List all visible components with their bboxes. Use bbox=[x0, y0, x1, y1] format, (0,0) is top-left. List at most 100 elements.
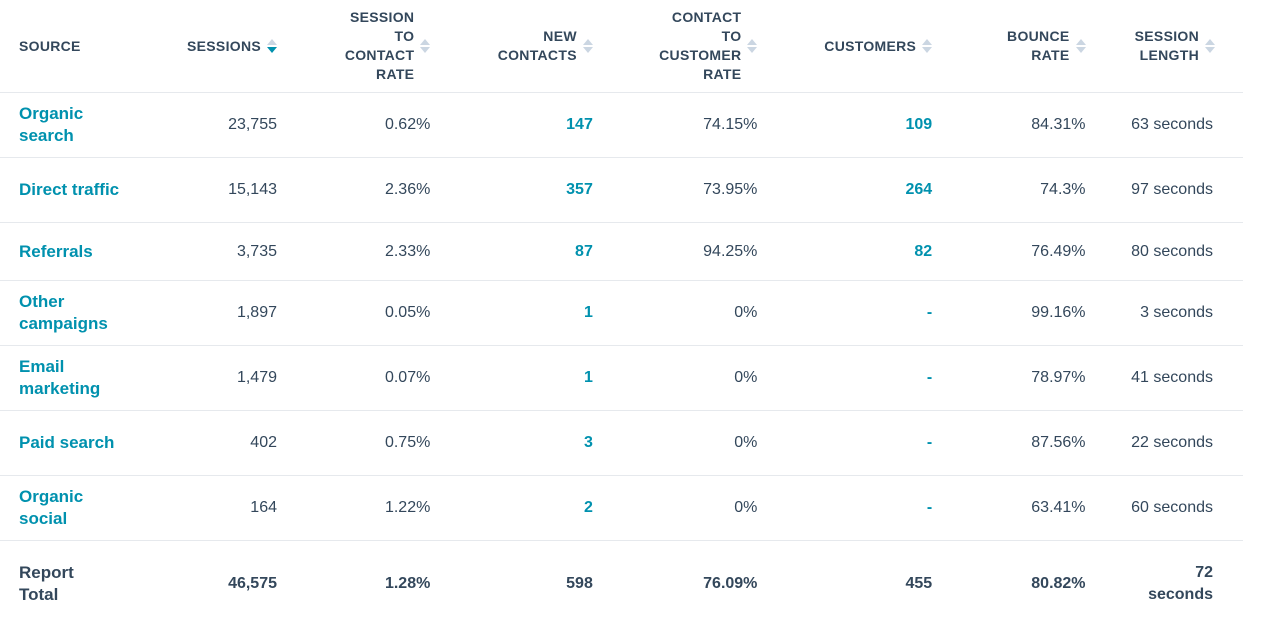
contact-to-customer-rate-cell: 73.95% bbox=[593, 158, 758, 223]
header-label-line: SESSION bbox=[350, 9, 414, 25]
header-sessions[interactable]: SESSIONS bbox=[164, 0, 277, 93]
report-total-label: Report Total bbox=[19, 562, 99, 606]
session-length-cell: 3 seconds bbox=[1086, 281, 1243, 346]
session-length-cell: 41 seconds bbox=[1086, 346, 1243, 411]
contact-to-customer-rate-cell: 0% bbox=[593, 346, 758, 411]
source-cell: Email marketing bbox=[0, 346, 164, 411]
report-total-label-cell: Report Total bbox=[0, 541, 164, 627]
new-contacts-cell[interactable]: 2 bbox=[430, 476, 593, 541]
new-contacts-cell[interactable]: 1 bbox=[430, 281, 593, 346]
header-label-line: RATE bbox=[703, 66, 741, 82]
header-session-to-contact-rate[interactable]: SESSION TO CONTACT RATE bbox=[277, 0, 430, 93]
sessions-cell: 402 bbox=[164, 411, 277, 476]
header-contact-to-customer-rate[interactable]: CONTACT TO CUSTOMER RATE bbox=[593, 0, 758, 93]
sessions-cell: 3,735 bbox=[164, 223, 277, 281]
session-to-contact-rate-cell: 1.22% bbox=[277, 476, 430, 541]
source-cell: Paid search bbox=[0, 411, 164, 476]
header-sessions-label: SESSIONS bbox=[187, 37, 261, 56]
customers-cell: - bbox=[757, 281, 932, 346]
sessions-cell: 164 bbox=[164, 476, 277, 541]
total-sessions-cell: 46,575 bbox=[164, 541, 277, 627]
bounce-rate-cell: 99.16% bbox=[932, 281, 1085, 346]
total-bounce-rate-cell: 80.82% bbox=[932, 541, 1085, 627]
header-customers-label: CUSTOMERS bbox=[824, 37, 916, 56]
header-source: SOURCE bbox=[0, 0, 164, 93]
session-to-contact-rate-cell: 0.07% bbox=[277, 346, 430, 411]
total-new-contacts-cell: 598 bbox=[430, 541, 593, 627]
header-customers[interactable]: CUSTOMERS bbox=[757, 0, 932, 93]
source-link[interactable]: Direct traffic bbox=[19, 179, 129, 201]
sort-icon[interactable] bbox=[1076, 39, 1086, 53]
source-link[interactable]: Other campaigns bbox=[19, 291, 129, 335]
header-label-line: TO bbox=[722, 28, 742, 44]
source-cell: Organic search bbox=[0, 93, 164, 158]
session-to-contact-rate-cell: 2.36% bbox=[277, 158, 430, 223]
new-contacts-cell[interactable]: 1 bbox=[430, 346, 593, 411]
customers-cell: - bbox=[757, 411, 932, 476]
header-source-label: SOURCE bbox=[19, 38, 81, 54]
session-to-contact-rate-cell: 0.62% bbox=[277, 93, 430, 158]
header-label-line: SESSION bbox=[1135, 28, 1199, 44]
sort-icon[interactable] bbox=[420, 39, 430, 53]
header-new-contacts[interactable]: NEW CONTACTS bbox=[430, 0, 593, 93]
contact-to-customer-rate-cell: 0% bbox=[593, 411, 758, 476]
customers-cell: - bbox=[757, 476, 932, 541]
header-bounce-rate[interactable]: BOUNCE RATE bbox=[932, 0, 1085, 93]
new-contacts-cell[interactable]: 357 bbox=[430, 158, 593, 223]
bounce-rate-cell: 63.41% bbox=[932, 476, 1085, 541]
new-contacts-cell[interactable]: 87 bbox=[430, 223, 593, 281]
total-session-length-cell: 72 seconds bbox=[1086, 541, 1243, 627]
session-to-contact-rate-cell: 0.75% bbox=[277, 411, 430, 476]
source-link[interactable]: Organic search bbox=[19, 103, 129, 147]
header-label-line: NEW bbox=[543, 28, 577, 44]
bounce-rate-cell: 87.56% bbox=[932, 411, 1085, 476]
sort-icon[interactable] bbox=[583, 39, 593, 53]
source-link[interactable]: Email marketing bbox=[19, 356, 129, 400]
sort-icon[interactable] bbox=[267, 39, 277, 53]
header-label-line: CONTACT bbox=[345, 47, 415, 63]
new-contacts-cell[interactable]: 147 bbox=[430, 93, 593, 158]
customers-cell[interactable]: 264 bbox=[757, 158, 932, 223]
total-contact-to-customer-rate-cell: 76.09% bbox=[593, 541, 758, 627]
source-link[interactable]: Organic social bbox=[19, 486, 129, 530]
contact-to-customer-rate-cell: 94.25% bbox=[593, 223, 758, 281]
total-customers-cell: 455 bbox=[757, 541, 932, 627]
session-length-cell: 80 seconds bbox=[1086, 223, 1243, 281]
session-length-cell: 22 seconds bbox=[1086, 411, 1243, 476]
customers-cell[interactable]: 82 bbox=[757, 223, 932, 281]
source-link[interactable]: Referrals bbox=[19, 241, 129, 263]
header-session-length[interactable]: SESSION LENGTH bbox=[1086, 0, 1243, 93]
session-length-cell: 97 seconds bbox=[1086, 158, 1243, 223]
sort-icon[interactable] bbox=[922, 39, 932, 53]
source-cell: Referrals bbox=[0, 223, 164, 281]
source-cell: Organic social bbox=[0, 476, 164, 541]
customers-cell[interactable]: 109 bbox=[757, 93, 932, 158]
bounce-rate-cell: 84.31% bbox=[932, 93, 1085, 158]
sessions-cell: 1,479 bbox=[164, 346, 277, 411]
header-label-line: CUSTOMER bbox=[659, 47, 741, 63]
new-contacts-cell[interactable]: 3 bbox=[430, 411, 593, 476]
header-label-line: CONTACTS bbox=[498, 47, 577, 63]
source-cell: Other campaigns bbox=[0, 281, 164, 346]
contact-to-customer-rate-cell: 0% bbox=[593, 281, 758, 346]
header-label-line: LENGTH bbox=[1140, 47, 1199, 63]
header-label-line: BOUNCE bbox=[1007, 28, 1069, 44]
session-to-contact-rate-cell: 0.05% bbox=[277, 281, 430, 346]
sort-icon[interactable] bbox=[1205, 39, 1215, 53]
header-label-line: RATE bbox=[1031, 47, 1069, 63]
header-label-line: TO bbox=[395, 28, 415, 44]
session-length-cell: 63 seconds bbox=[1086, 93, 1243, 158]
source-link[interactable]: Paid search bbox=[19, 432, 129, 454]
source-cell: Direct traffic bbox=[0, 158, 164, 223]
sort-icon[interactable] bbox=[747, 39, 757, 53]
sessions-cell: 1,897 bbox=[164, 281, 277, 346]
